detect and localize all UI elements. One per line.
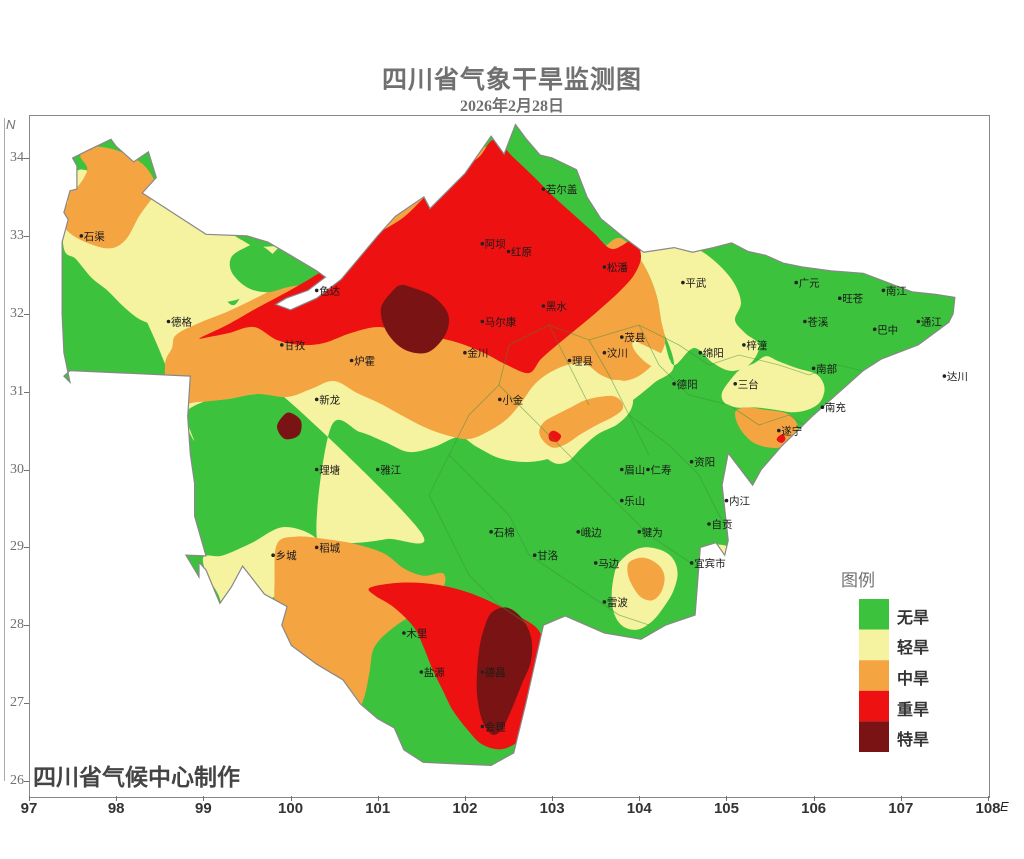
svg-text:眉山: 眉山 [624, 465, 645, 477]
svg-text:内江: 内江 [729, 495, 750, 508]
svg-text:小金: 小金 [502, 393, 523, 406]
svg-text:黑水: 黑水 [546, 301, 567, 313]
svg-text:达川: 达川 [947, 371, 968, 383]
svg-text:德昌: 德昌 [485, 666, 506, 679]
svg-text:理县: 理县 [572, 356, 593, 368]
svg-text:甘洛: 甘洛 [537, 549, 558, 562]
svg-text:雷波: 雷波 [607, 596, 628, 609]
svg-text:旺苍: 旺苍 [842, 292, 863, 305]
svg-text:峨边: 峨边 [581, 527, 602, 539]
svg-text:绵阳: 绵阳 [703, 347, 724, 360]
svg-text:阿坝: 阿坝 [485, 238, 506, 251]
svg-text:盐源: 盐源 [424, 666, 445, 679]
svg-text:资阳: 资阳 [694, 457, 715, 469]
svg-text:理塘: 理塘 [319, 464, 340, 477]
svg-text:马尔康: 马尔康 [485, 316, 517, 329]
svg-text:马边: 马边 [598, 558, 619, 570]
svg-text:红原: 红原 [511, 246, 532, 259]
svg-text:松潘: 松潘 [607, 261, 628, 274]
svg-text:会理: 会理 [485, 721, 506, 734]
svg-text:自贡: 自贡 [712, 518, 733, 531]
svg-text:石渠: 石渠 [84, 231, 105, 243]
svg-text:德格: 德格 [171, 316, 192, 329]
svg-text:石棉: 石棉 [494, 526, 515, 539]
svg-text:遂宁: 遂宁 [781, 425, 802, 438]
svg-text:南江: 南江 [886, 284, 907, 297]
svg-text:通江: 通江 [921, 317, 942, 329]
svg-text:木里: 木里 [406, 628, 427, 640]
svg-text:汶川: 汶川 [607, 347, 628, 360]
svg-text:乐山: 乐山 [624, 496, 645, 508]
svg-text:南充: 南充 [825, 401, 846, 414]
svg-text:金川: 金川 [467, 347, 488, 360]
svg-text:新龙: 新龙 [319, 393, 340, 406]
svg-text:犍为: 犍为 [642, 527, 663, 539]
svg-text:色达: 色达 [319, 284, 340, 297]
svg-text:广元: 广元 [799, 278, 820, 290]
svg-text:若尔盖: 若尔盖 [546, 183, 578, 196]
svg-text:南部: 南部 [816, 362, 837, 375]
svg-text:仁寿: 仁寿 [651, 464, 672, 477]
svg-text:炉霍: 炉霍 [354, 356, 375, 368]
svg-text:平武: 平武 [685, 277, 706, 290]
svg-text:稻城: 稻城 [319, 542, 340, 554]
svg-text:德阳: 德阳 [677, 378, 698, 391]
svg-text:梓潼: 梓潼 [746, 339, 767, 352]
svg-text:雅江: 雅江 [380, 464, 401, 477]
svg-text:乡城: 乡城 [276, 550, 297, 562]
svg-text:三台: 三台 [738, 378, 759, 391]
svg-text:苍溪: 苍溪 [807, 316, 828, 329]
svg-text:巴中: 巴中 [877, 323, 898, 336]
svg-text:宜宾市: 宜宾市 [694, 557, 726, 570]
svg-text:茂县: 茂县 [624, 331, 645, 344]
svg-text:甘孜: 甘孜 [284, 339, 305, 352]
